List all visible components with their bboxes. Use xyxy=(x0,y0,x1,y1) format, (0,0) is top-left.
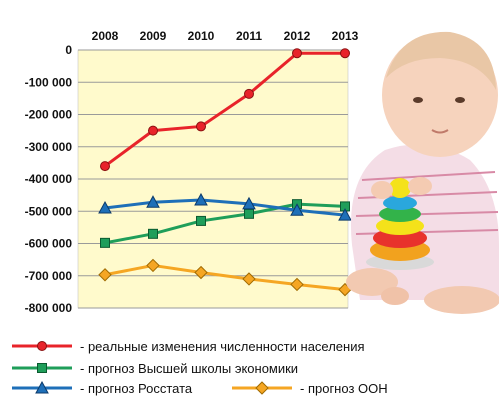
series-2 xyxy=(98,192,352,221)
series-line xyxy=(104,51,345,168)
legend-marker-circle xyxy=(37,341,47,351)
baby-with-ring-stacker-photo xyxy=(346,31,499,314)
series-line xyxy=(104,198,346,217)
point-triangle xyxy=(290,203,304,216)
point-triangle xyxy=(338,208,352,221)
point-diamond xyxy=(98,268,112,282)
legend-marker-diamond xyxy=(255,381,269,395)
series-line xyxy=(104,202,346,245)
y-tick-label: -100 000 xyxy=(25,75,73,89)
y-tick-label: -400 000 xyxy=(25,172,73,186)
x-tick-label: 2008 xyxy=(92,29,119,43)
legend-item-real: - реальные изменения численности населен… xyxy=(12,339,365,354)
point-diamond xyxy=(242,272,256,286)
y-tick-label: -700 000 xyxy=(25,269,73,283)
point-triangle xyxy=(146,195,160,208)
series-0 xyxy=(100,48,350,172)
legend-item-rosstat: - прогноз Росстата xyxy=(12,380,193,396)
legend-label-hse: - прогноз Высшей школы экономики xyxy=(80,361,298,376)
point-diamond xyxy=(194,265,208,280)
point-triangle xyxy=(242,196,256,210)
point-circle xyxy=(244,88,254,99)
point-square xyxy=(100,237,110,248)
legend-label-real: - реальные изменения численности населен… xyxy=(80,339,365,354)
point-diamond xyxy=(146,258,160,273)
point-square xyxy=(196,215,206,226)
y-tick-label: -200 000 xyxy=(25,108,73,122)
series-3 xyxy=(98,258,352,297)
legend-item-hse: - прогноз Высшей школы экономики xyxy=(12,361,298,376)
legend-item-un: - прогноз ООН xyxy=(232,381,388,396)
point-circle xyxy=(292,48,302,59)
point-square xyxy=(148,228,158,239)
legend-marker-square xyxy=(37,363,47,373)
x-tick-label: 2010 xyxy=(188,29,215,43)
x-tick-label: 2013 xyxy=(332,29,359,43)
legend-label-un: - прогноз ООН xyxy=(300,381,388,396)
x-tick-label: 2009 xyxy=(140,29,167,43)
series-line xyxy=(104,263,346,292)
point-diamond xyxy=(290,277,304,292)
point-square xyxy=(244,208,254,219)
point-circle xyxy=(148,125,158,136)
x-tick-label: 2012 xyxy=(284,29,311,43)
point-circle xyxy=(340,48,350,59)
y-tick-labels: 0 -100 000 -200 000 -300 000 -400 000 -500 00… xyxy=(25,43,73,315)
point-triangle xyxy=(98,200,112,214)
x-tick-labels: 2008 2009 2010 2011 2012 2013 xyxy=(92,29,359,43)
series-lines xyxy=(98,48,352,297)
point-circle xyxy=(196,121,206,132)
x-tick-label: 2011 xyxy=(236,29,262,43)
point-circle xyxy=(100,161,110,172)
legend-marker-triangle xyxy=(35,380,49,394)
y-tick-label: -300 000 xyxy=(25,140,73,154)
legend: - реальные изменения численности населен… xyxy=(12,339,388,396)
y-tick-label: -500 000 xyxy=(25,204,73,218)
y-tick-label: -600 000 xyxy=(25,237,73,251)
legend-label-rosstat: - прогноз Росстата xyxy=(80,381,193,396)
y-tick-label: -800 000 xyxy=(25,301,73,315)
y-tick-label: 0 xyxy=(65,43,72,57)
point-triangle xyxy=(194,192,208,206)
